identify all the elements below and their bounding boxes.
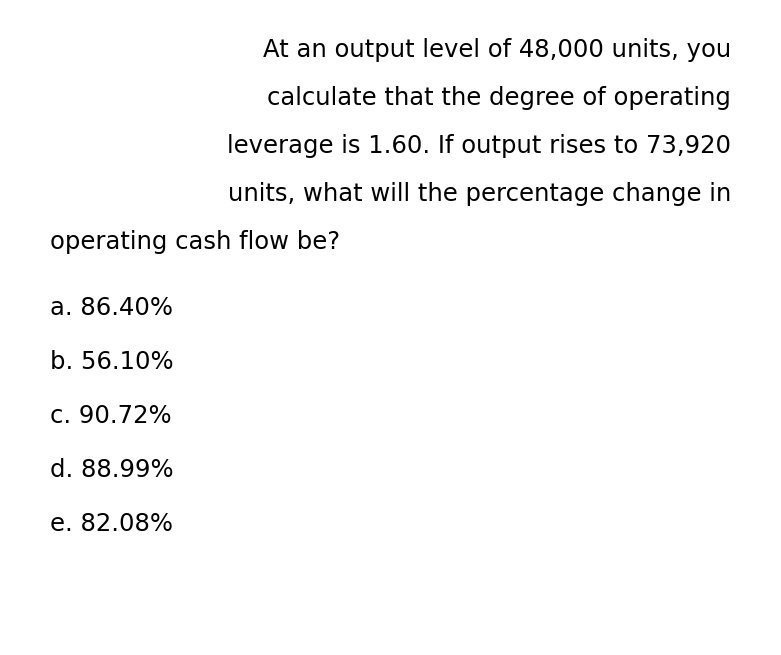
- Text: calculate that the degree of operating: calculate that the degree of operating: [267, 86, 731, 110]
- Text: At an output level of 48,000 units, you: At an output level of 48,000 units, you: [262, 38, 731, 62]
- Text: d. 88.99%: d. 88.99%: [50, 458, 173, 482]
- Text: b. 56.10%: b. 56.10%: [50, 350, 173, 374]
- Text: units, what will the percentage change in: units, what will the percentage change i…: [228, 182, 731, 206]
- Text: e. 82.08%: e. 82.08%: [50, 512, 173, 536]
- Text: c. 90.72%: c. 90.72%: [50, 404, 172, 428]
- Text: leverage is 1.60. If output rises to 73,920: leverage is 1.60. If output rises to 73,…: [227, 134, 731, 158]
- Text: a. 86.40%: a. 86.40%: [50, 296, 173, 320]
- Text: operating cash flow be?: operating cash flow be?: [50, 230, 340, 254]
